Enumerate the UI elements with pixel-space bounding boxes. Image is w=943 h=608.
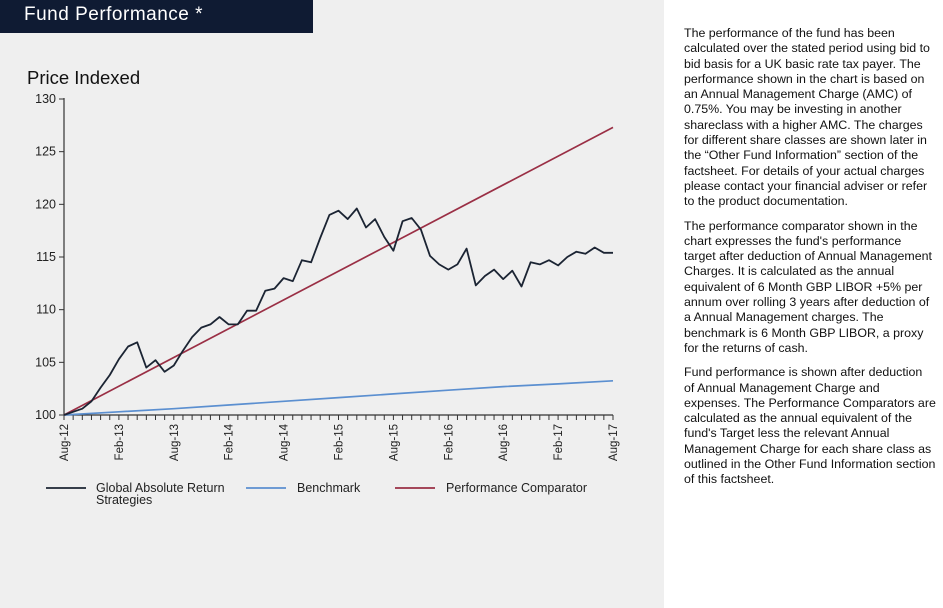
section-header: Fund Performance * (0, 0, 313, 33)
x-tick-label: Aug-16 (498, 424, 510, 461)
benchmark-series-line (63, 379, 614, 416)
x-tick-label: Aug-14 (279, 423, 291, 461)
fund-performance-description: The performance of the fund has been cal… (684, 26, 936, 497)
chart-panel (0, 0, 664, 608)
description-paragraph-1: The performance of the fund has been cal… (684, 26, 930, 209)
legend-label-line: Performance Comparator (446, 481, 587, 495)
x-tick-label: Aug-15 (388, 424, 400, 461)
x-tick-label: Feb-17 (553, 424, 565, 460)
price-indexed-chart: Price Indexed 100 105 110 115 120 125 130 Aug-1… (27, 67, 620, 507)
y-tick-label: 130 (35, 92, 56, 106)
legend-label-line: Strategies (96, 493, 152, 507)
x-tick-label: Feb-15 (334, 424, 346, 460)
description-paragraph-2: The performance comparator shown in the … (684, 218, 932, 355)
y-tick-label: 115 (36, 250, 56, 264)
x-tick-label: Aug-13 (169, 424, 181, 461)
description-paragraph-3: Fund performance is shown after deductio… (684, 365, 936, 487)
chart-title: Price Indexed (27, 67, 140, 88)
section-title: Fund Performance * (24, 4, 204, 25)
y-tick-label: 105 (35, 355, 56, 369)
legend-label-line: Benchmark (297, 481, 361, 495)
y-tick-label: 125 (35, 145, 56, 159)
chart-series (63, 126, 614, 416)
chart-legend: Global Absolute Return Strategies Benchmar… (46, 481, 587, 507)
fund-series-line (63, 207, 613, 416)
y-tick-label: 110 (36, 303, 56, 317)
chart-axes: 100 105 110 115 120 125 130 Aug-12 Feb-13 Aug-13 F… (35, 92, 620, 461)
legend-label: Performance Comparator (446, 481, 587, 495)
x-tick-label: Feb-14 (224, 423, 236, 460)
legend-label: Benchmark (297, 481, 361, 495)
y-tick-label: 120 (35, 197, 56, 211)
legend-label: Global Absolute Return Strategies (96, 481, 225, 507)
x-tick-label: Aug-12 (59, 424, 71, 461)
x-tick-label: Feb-13 (114, 424, 126, 460)
x-tick-label: Aug-17 (608, 424, 620, 461)
performance-comparator-series-line (63, 126, 614, 416)
legend-label-line: Global Absolute Return (96, 481, 225, 495)
x-tick-label: Feb-16 (443, 424, 455, 460)
y-tick-label: 100 (35, 408, 56, 422)
